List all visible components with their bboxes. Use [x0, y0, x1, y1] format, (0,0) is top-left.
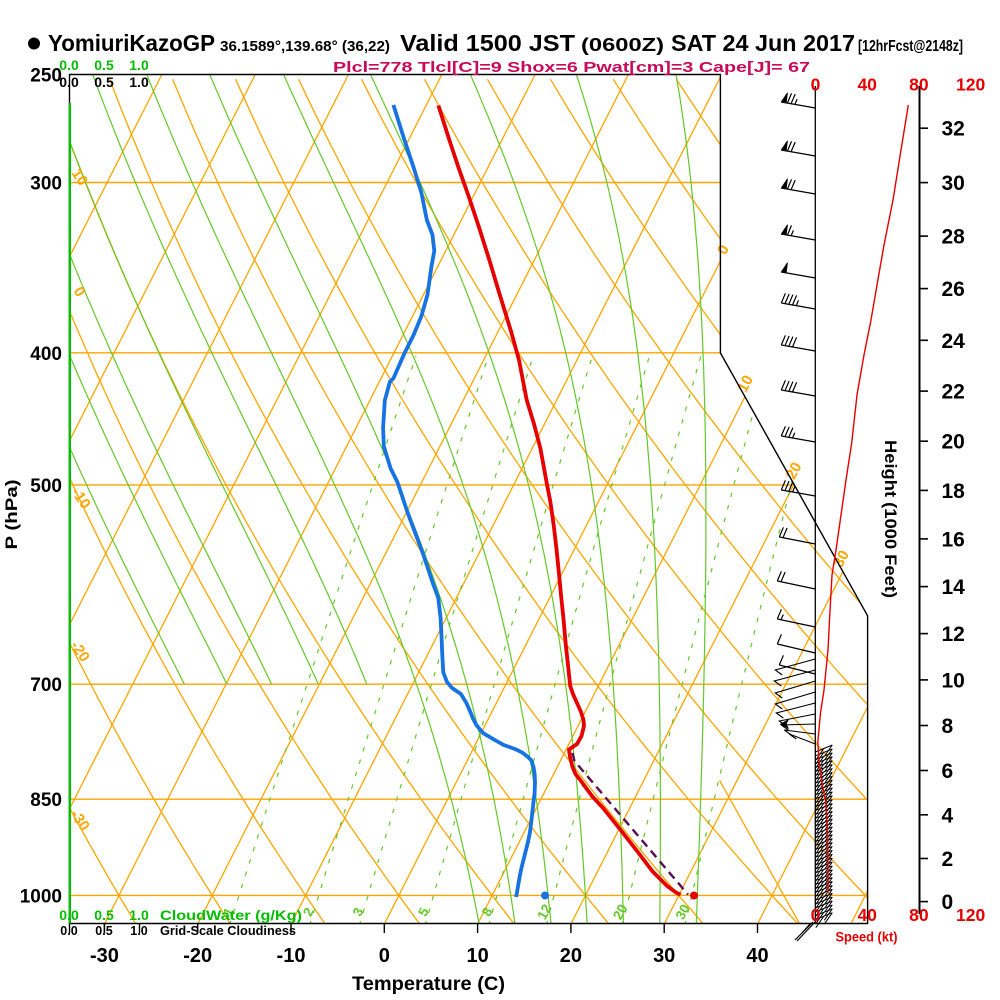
svg-text:16: 16 — [942, 528, 965, 551]
svg-text:26: 26 — [942, 278, 965, 301]
svg-text:YomiuriKazoGP: YomiuriKazoGP — [48, 30, 215, 56]
svg-text:0.5: 0.5 — [94, 907, 114, 923]
svg-text:10: 10 — [466, 945, 488, 967]
svg-text:Valid 1500 JST: Valid 1500 JST — [400, 30, 575, 56]
svg-text:20: 20 — [783, 460, 806, 483]
svg-text:80: 80 — [909, 905, 929, 925]
svg-text:1000: 1000 — [20, 886, 62, 907]
svg-text:4: 4 — [942, 804, 954, 827]
svg-text:0.5: 0.5 — [95, 924, 112, 938]
svg-text:20: 20 — [942, 431, 965, 454]
svg-text:30: 30 — [942, 172, 965, 195]
svg-text:10: 10 — [942, 669, 965, 692]
svg-text:0.5: 0.5 — [94, 74, 114, 90]
svg-text:0.0: 0.0 — [59, 907, 79, 923]
svg-text:2: 2 — [942, 848, 954, 871]
svg-text:400: 400 — [30, 344, 62, 365]
svg-text:30: 30 — [672, 902, 692, 922]
svg-text:0.0: 0.0 — [59, 74, 79, 90]
svg-text:32: 32 — [942, 118, 965, 141]
svg-text:8: 8 — [942, 715, 954, 738]
svg-text:Speed (kt): Speed (kt) — [836, 930, 898, 945]
svg-text:1.0: 1.0 — [130, 924, 147, 938]
svg-text:(0600Z): (0600Z) — [581, 35, 664, 55]
svg-text:0: 0 — [811, 75, 821, 95]
svg-text:[12hrFcst@2148z]: [12hrFcst@2148z] — [858, 38, 963, 55]
svg-text:40: 40 — [857, 905, 877, 925]
svg-text:250: 250 — [30, 66, 62, 87]
svg-text:P (hPa): P (hPa) — [3, 480, 21, 550]
svg-text:20: 20 — [610, 902, 630, 922]
svg-text:Grid-Scale Cloudiness: Grid-Scale Cloudiness — [160, 924, 296, 938]
svg-text:500: 500 — [30, 476, 62, 497]
svg-text:120: 120 — [956, 75, 985, 95]
svg-text:36.1589°,139.68° (36,22): 36.1589°,139.68° (36,22) — [220, 38, 390, 55]
svg-text:0.0: 0.0 — [59, 57, 79, 73]
svg-text:120: 120 — [956, 905, 985, 925]
svg-text:1.0: 1.0 — [129, 907, 149, 923]
svg-text:24: 24 — [942, 330, 966, 353]
svg-text:700: 700 — [30, 675, 62, 696]
svg-text:SAT 24 Jun 2017: SAT 24 Jun 2017 — [671, 30, 855, 56]
svg-text:10: 10 — [68, 166, 91, 189]
svg-text:20: 20 — [560, 945, 582, 967]
svg-text:80: 80 — [909, 75, 929, 95]
svg-text:30: 30 — [653, 945, 675, 967]
svg-text:40: 40 — [857, 75, 877, 95]
svg-text:12: 12 — [534, 902, 554, 922]
svg-text:0.5: 0.5 — [94, 57, 114, 73]
svg-text:Temperature (C): Temperature (C) — [352, 974, 505, 995]
svg-text:10: 10 — [734, 373, 757, 396]
svg-text:0: 0 — [811, 905, 821, 925]
svg-text:Height (1000 Feet): Height (1000 Feet) — [881, 440, 899, 598]
svg-text:850: 850 — [30, 790, 62, 811]
svg-text:18: 18 — [942, 480, 966, 503]
svg-text:Plcl=778 Tlcl[C]=9 Shox=6 Pwat: Plcl=778 Tlcl[C]=9 Shox=6 Pwat[cm]=3 Cap… — [333, 59, 810, 76]
svg-text:-20: -20 — [183, 945, 212, 967]
svg-text:1.0: 1.0 — [129, 57, 149, 73]
svg-text:12: 12 — [942, 623, 965, 646]
svg-text:6: 6 — [942, 760, 954, 783]
svg-text:22: 22 — [942, 381, 965, 404]
svg-text:0: 0 — [379, 945, 390, 967]
svg-text:1.0: 1.0 — [129, 74, 149, 90]
svg-text:0: 0 — [942, 891, 954, 914]
svg-text:28: 28 — [942, 226, 966, 249]
svg-text:-10: -10 — [277, 945, 306, 967]
svg-text:-30: -30 — [90, 945, 119, 967]
svg-text:14: 14 — [942, 576, 966, 599]
svg-text:40: 40 — [746, 945, 768, 967]
svg-text:CloudWater (g/Kg): CloudWater (g/Kg) — [160, 907, 302, 923]
svg-text:0.0: 0.0 — [60, 924, 77, 938]
svg-text:300: 300 — [30, 174, 62, 195]
